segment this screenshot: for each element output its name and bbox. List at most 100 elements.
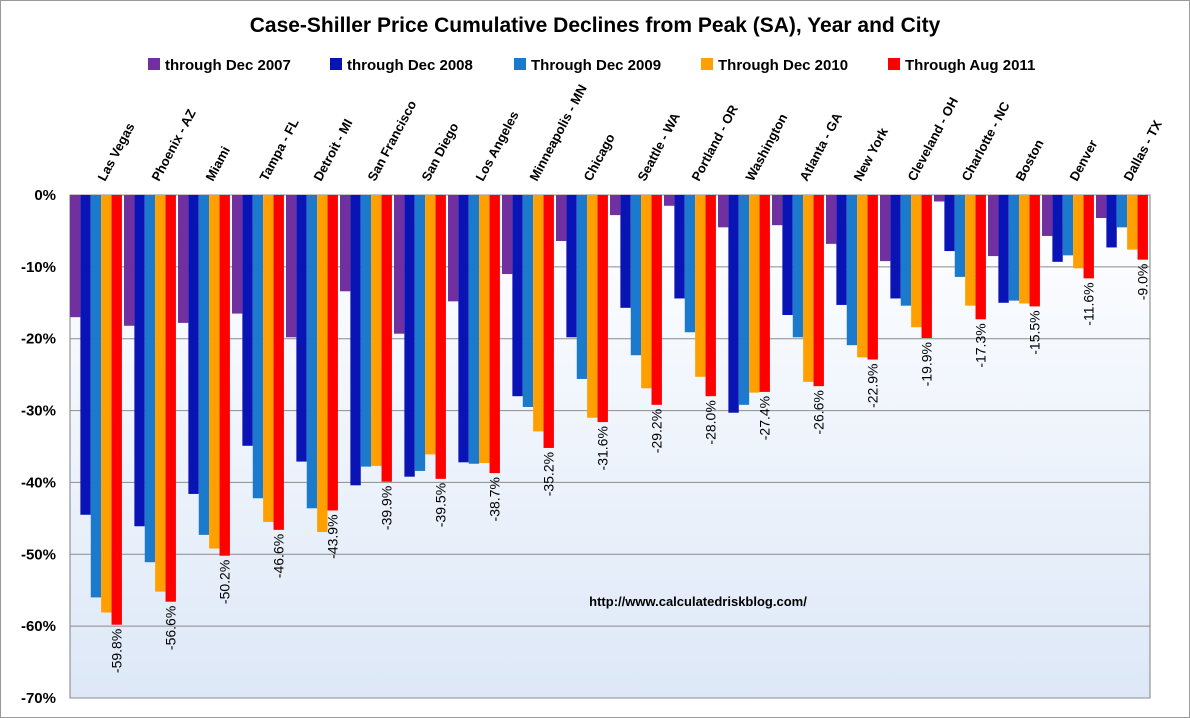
bar [1042,195,1053,236]
bar [178,195,189,323]
bar [350,195,361,486]
bar [101,195,112,613]
bar [489,195,500,474]
bar [954,195,966,277]
bar [242,195,253,446]
bar [296,195,307,462]
data-label: -35.2% [541,452,557,496]
bar [846,195,858,346]
bar [1019,195,1030,304]
bar [533,195,544,432]
bar [360,195,372,467]
legend-swatch [148,58,160,70]
bar [1127,195,1138,250]
bar [458,195,469,463]
bar [286,195,297,338]
bar [1096,195,1107,218]
bar [934,195,945,202]
bar [263,195,274,522]
bar [998,195,1009,303]
bar [232,195,243,314]
bar [80,195,91,515]
chart-title: Case-Shiller Price Cumulative Declines f… [250,14,941,37]
legend-swatch [514,58,526,70]
bar [705,195,716,397]
bar [1029,195,1040,307]
data-label: -31.6% [595,426,611,470]
y-tick-label: -20% [21,331,56,348]
bar [502,195,513,275]
bar [911,195,922,328]
data-label: -28.0% [703,400,719,444]
bar [630,195,642,356]
bar [965,195,976,306]
data-label: -15.5% [1027,310,1043,354]
bar [522,195,534,407]
bar [1008,195,1020,301]
bar [836,195,847,305]
data-label: -9.0% [1135,264,1151,301]
data-label: -38.7% [487,477,503,521]
bar [155,195,166,592]
y-tick-label: -30% [21,403,56,420]
bar [792,195,804,338]
bar [651,195,662,405]
bar [198,195,210,535]
legend-label: Through Dec 2010 [718,57,848,74]
bar [576,195,588,379]
bar [1052,195,1063,262]
bar [435,195,446,479]
legend-label: Through Aug 2011 [905,57,1035,74]
data-label: -43.9% [325,514,341,558]
bar [975,195,986,320]
bar [317,195,328,533]
data-label: -59.8% [109,629,125,673]
bar [188,195,199,494]
y-tick-label: -50% [21,546,56,563]
bar [664,195,675,206]
bar [512,195,523,397]
bar [921,195,932,338]
bar [1062,195,1074,256]
bar [414,195,426,471]
data-label: -22.9% [865,364,881,408]
legend-label: Through Dec 2009 [531,57,661,74]
data-label: -11.6% [1081,282,1097,325]
bar [803,195,814,382]
bar [556,195,567,241]
bar [826,195,837,244]
y-tick-label: -60% [21,618,56,635]
bar [674,195,685,299]
bar [404,195,415,477]
bar [479,195,490,464]
bars [70,195,1148,625]
bar [684,195,696,333]
data-label: -17.3% [973,323,989,367]
bar [988,195,999,257]
bar [1137,195,1148,260]
bar [543,195,554,448]
bar [695,195,706,377]
bar [759,195,770,392]
bar [641,195,652,389]
legend-label: through Dec 2008 [347,57,473,74]
bar [813,195,824,387]
bar [1083,195,1094,279]
bar [448,195,459,302]
legend: through Dec 2007 through Dec 2008 Through … [148,57,1035,74]
data-label: -27.4% [757,396,773,440]
data-label: -19.9% [919,342,935,386]
bar [890,195,901,299]
bar [738,195,750,405]
data-label: -29.2% [649,409,665,453]
bar [209,195,220,549]
bar [728,195,739,413]
bar [772,195,783,226]
bar [468,195,480,464]
data-label: -56.6% [163,606,179,650]
bar [165,195,176,602]
bar [381,195,392,482]
bar [394,195,405,334]
